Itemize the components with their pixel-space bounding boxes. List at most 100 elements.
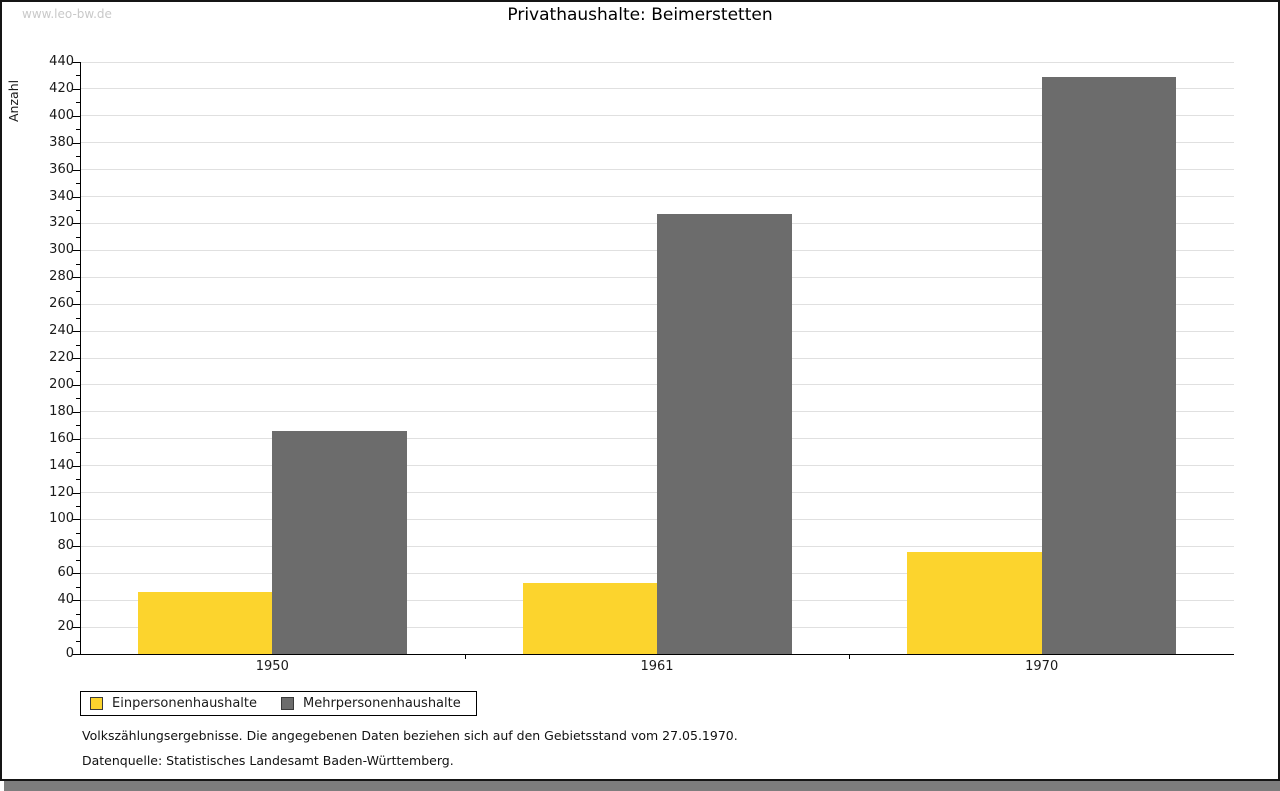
y-tick-minor (76, 425, 80, 427)
y-tick-major (72, 600, 80, 602)
x-tick-label: 1950 (255, 659, 289, 674)
y-tick-label: 380 (49, 134, 74, 150)
y-tick-major (72, 196, 80, 198)
y-tick-major (72, 546, 80, 548)
y-tick-major (72, 438, 80, 440)
y-tick-label: 420 (49, 80, 74, 96)
y-tick-minor (76, 586, 80, 588)
y-tick-minor (76, 559, 80, 561)
window-shadow (4, 781, 1280, 791)
y-tick-major (72, 62, 80, 63)
gridline (81, 169, 1234, 171)
y-tick-minor (76, 398, 80, 400)
y-tick-minor (76, 613, 80, 615)
y-tick-label: 400 (49, 107, 74, 123)
footnote-datenquelle: Datenquelle: Statistisches Landesamt Bad… (82, 753, 454, 768)
y-tick-label: 280 (49, 269, 74, 285)
y-tick-major (72, 492, 80, 494)
legend-label-einpersonenhaushalte: Einpersonenhaushalte (112, 696, 257, 711)
y-tick-label: 200 (49, 376, 74, 392)
y-tick-label: 260 (49, 296, 74, 312)
x-boundary-tick (849, 655, 851, 659)
y-tick-major (72, 573, 80, 575)
y-tick-label: 140 (49, 457, 74, 473)
y-tick-minor (76, 183, 80, 185)
y-tick-minor (76, 156, 80, 158)
legend: Einpersonenhaushalte Mehrpersonenhaushal… (80, 691, 477, 716)
y-tick-major (72, 304, 80, 306)
gridline (81, 61, 1234, 63)
y-tick-minor (76, 236, 80, 238)
gridline (81, 115, 1234, 117)
y-tick-major (72, 223, 80, 225)
chart-title: Privathaushalte: Beimerstetten (507, 5, 773, 25)
y-tick-label: 300 (49, 242, 74, 258)
bar-einpersonenhaushalte-1970 (907, 551, 1042, 654)
y-tick-label: 40 (57, 592, 74, 608)
y-tick-label: 60 (57, 565, 74, 581)
y-tick-major (72, 277, 80, 279)
x-boundary-tick (464, 655, 466, 659)
y-tick-minor (76, 290, 80, 292)
y-tick-label: 0 (65, 646, 74, 661)
y-tick-major (72, 627, 80, 629)
watermark: www.leo-bw.de (22, 7, 112, 21)
y-tick-minor (76, 263, 80, 265)
footnote-gebietsstand: Volkszählungsergebnisse. Die angegebenen… (82, 728, 738, 743)
y-tick-major (72, 519, 80, 521)
legend-swatch-mehrpersonenhaushalte (281, 697, 294, 710)
bar-mehrpersonenhaushalte-1950 (272, 430, 407, 654)
y-tick-minor (76, 129, 80, 131)
y-tick-label: 440 (49, 54, 74, 69)
x-tick-label: 1961 (640, 659, 674, 674)
y-tick-label: 180 (49, 403, 74, 419)
y-tick-label: 100 (49, 511, 74, 527)
y-tick-label: 240 (49, 323, 74, 339)
y-tick-label: 80 (57, 538, 74, 554)
legend-item-einpersonenhaushalte: Einpersonenhaushalte (90, 696, 257, 711)
y-tick-minor (76, 75, 80, 77)
y-tick-minor (76, 479, 80, 481)
y-tick-minor (76, 102, 80, 104)
y-tick-label: 120 (49, 484, 74, 500)
bar-einpersonenhaushalte-1950 (137, 592, 273, 654)
y-tick-minor (76, 317, 80, 319)
y-tick-major (72, 331, 80, 333)
y-tick-minor (76, 640, 80, 642)
y-tick-minor (76, 452, 80, 454)
y-tick-major (72, 88, 80, 90)
y-tick-label: 220 (49, 350, 74, 365)
y-tick-major (72, 411, 80, 413)
y-tick-minor (76, 532, 80, 534)
y-tick-minor (76, 210, 80, 211)
y-tick-major (72, 465, 80, 467)
y-tick-major (72, 384, 80, 386)
legend-item-mehrpersonenhaushalte: Mehrpersonenhaushalte (281, 696, 461, 711)
y-tick-minor (76, 344, 80, 346)
y-tick-major (72, 142, 80, 144)
x-axis-line (80, 654, 1234, 655)
y-tick-label: 320 (49, 215, 74, 231)
y-tick-major (72, 115, 80, 117)
y-tick-major (72, 358, 80, 359)
legend-label-mehrpersonenhaushalte: Mehrpersonenhaushalte (303, 696, 461, 711)
bar-einpersonenhaushalte-1961 (522, 582, 657, 654)
y-tick-label: 160 (49, 430, 74, 446)
y-tick-major (72, 654, 80, 655)
y-tick-major (72, 169, 80, 171)
bar-mehrpersonenhaushalte-1961 (657, 214, 792, 654)
bar-mehrpersonenhaushalte-1970 (1041, 76, 1177, 654)
y-tick-minor (76, 371, 80, 373)
plot-area: 0 20 40 60 80 100 120 140 160 180 200 220 240 260 280 3… (2, 2, 1278, 779)
gridline (81, 142, 1234, 144)
y-tick-label: 360 (49, 161, 74, 177)
y-tick-label: 20 (57, 619, 74, 635)
legend-swatch-einpersonenhaushalte (90, 697, 103, 710)
y-tick-label: 340 (49, 188, 74, 204)
y-tick-major (72, 250, 80, 252)
y-axis-line (80, 62, 81, 655)
x-tick-label: 1970 (1025, 659, 1059, 674)
gridline (81, 88, 1234, 90)
y-tick-minor (76, 506, 80, 507)
